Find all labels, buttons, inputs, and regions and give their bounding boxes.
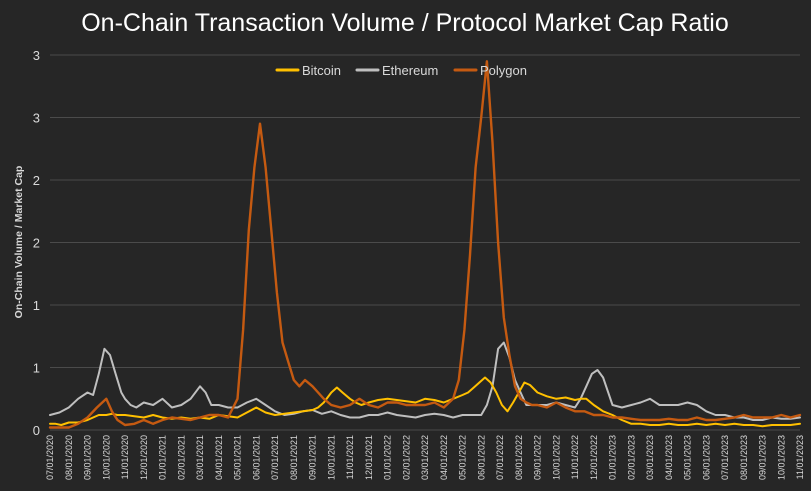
legend-label-bitcoin: Bitcoin: [302, 63, 341, 78]
x-tick-label: 11/01/2023: [795, 435, 805, 479]
y-tick-label: 3: [33, 48, 40, 63]
x-tick-label: 09/01/2023: [758, 435, 768, 480]
x-tick-label: 09/01/2020: [83, 435, 93, 480]
x-tick-label: 07/01/2022: [495, 435, 505, 480]
x-tick-label: 10/01/2023: [776, 435, 786, 480]
x-tick-label: 08/01/2021: [289, 435, 299, 480]
chart-title: On-Chain Transaction Volume / Protocol M…: [81, 9, 729, 37]
x-tick-label: 01/01/2023: [608, 435, 618, 480]
x-tick-label: 06/01/2023: [701, 435, 711, 480]
y-tick-label: 1: [33, 298, 40, 313]
series-line-polygon: [48, 60, 802, 429]
x-tick-label: 02/01/2023: [626, 435, 636, 480]
series-lines: [48, 60, 802, 429]
x-tick-label: 04/01/2021: [214, 435, 224, 480]
x-tick-label: 12/01/2020: [139, 435, 149, 480]
x-tick-label: 08/01/2022: [514, 435, 524, 480]
x-tick-label: 02/01/2022: [401, 435, 411, 480]
x-tick-label: 05/01/2023: [683, 435, 693, 480]
y-tick-label: 3: [33, 111, 40, 126]
x-tick-label: 07/01/2021: [270, 435, 280, 480]
x-tick-label: 05/01/2022: [458, 435, 468, 480]
x-tick-label: 04/01/2023: [664, 435, 674, 480]
legend: Bitcoin Ethereum Polygon: [275, 63, 527, 78]
y-tick-label: 0: [33, 423, 40, 438]
x-tick-label: 09/01/2021: [308, 435, 318, 480]
x-tick-label: 12/01/2021: [364, 435, 374, 480]
x-tick-label: 06/01/2022: [476, 435, 486, 480]
x-tick-label: 10/01/2021: [326, 435, 336, 480]
x-tick-label: 10/01/2020: [101, 435, 111, 480]
x-tick-label: 09/01/2022: [533, 435, 543, 480]
y-tick-label: 2: [33, 236, 40, 251]
x-tick-label: 03/01/2023: [645, 435, 655, 480]
x-tick-label: 07/01/2020: [45, 435, 55, 480]
x-tick-label: 01/01/2022: [383, 435, 393, 480]
y-tick-label: 1: [33, 361, 40, 376]
x-tick-label: 04/01/2022: [439, 435, 449, 480]
x-tick-label: 01/01/2021: [158, 435, 168, 480]
x-tick-label: 08/01/2020: [64, 435, 74, 480]
x-tick-label: 12/01/2022: [589, 435, 599, 480]
series-line-ethereum: [49, 341, 801, 421]
gridlines: [50, 54, 800, 431]
x-axis-ticks: 07/01/2020 08/01/2020 09/01/2020 10/01/2020…: [45, 435, 805, 480]
legend-label-polygon: Polygon: [480, 63, 527, 78]
x-tick-label: 10/01/2022: [551, 435, 561, 480]
x-tick-label: 03/01/2022: [420, 435, 430, 480]
x-tick-label: 05/01/2021: [233, 435, 243, 480]
x-tick-label: 11/01/2022: [570, 435, 580, 479]
x-tick-label: 08/01/2023: [739, 435, 749, 480]
x-tick-label: 03/01/2021: [195, 435, 205, 480]
x-tick-label: 07/01/2023: [720, 435, 730, 480]
legend-label-ethereum: Ethereum: [382, 63, 438, 78]
y-tick-label: 2: [33, 173, 40, 188]
x-tick-label: 02/01/2021: [176, 435, 186, 480]
x-tick-label: 06/01/2021: [251, 435, 261, 480]
y-axis-ticks: 0 1 1 2 2 3 3: [33, 48, 40, 438]
x-tick-label: 11/01/2021: [345, 435, 355, 479]
y-axis-label: On-Chain Volume / Market Cap: [13, 166, 25, 319]
x-tick-label: 11/01/2020: [120, 435, 130, 479]
